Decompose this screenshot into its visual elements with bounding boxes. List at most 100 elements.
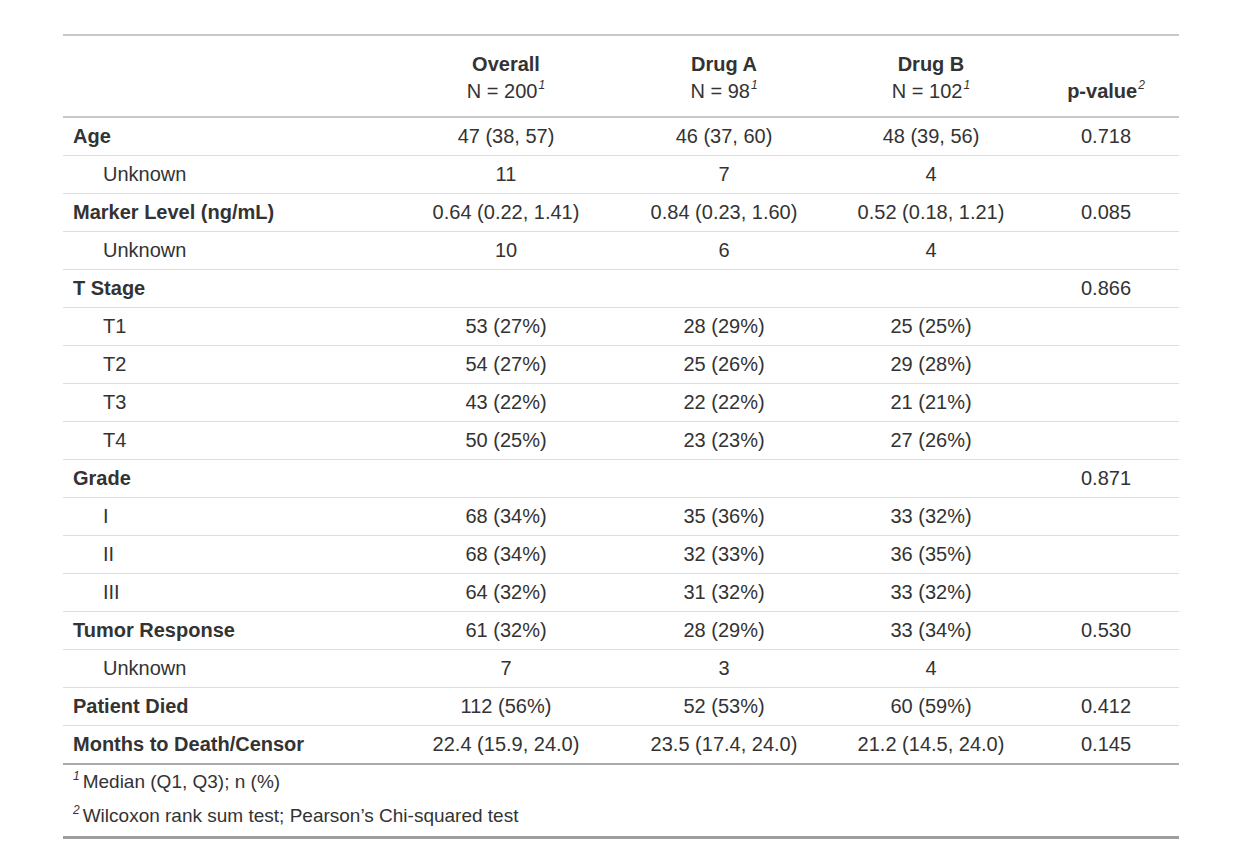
column-title: p-value	[1067, 80, 1137, 102]
column-n-text: N = 200	[467, 80, 538, 102]
cell: 22.4 (15.9, 24.0)	[393, 726, 619, 765]
row-label: Marker Level (ng/mL)	[63, 194, 393, 232]
table-row: Patient Died112 (56%)52 (53%)60 (59%)0.4…	[63, 688, 1179, 726]
table-row: II68 (34%)32 (33%)36 (35%)	[63, 536, 1179, 574]
cell: 0.84 (0.23, 1.60)	[619, 194, 829, 232]
footnote-marker: 2	[73, 803, 80, 817]
table-row: T343 (22%)22 (22%)21 (21%)	[63, 384, 1179, 422]
cell	[1033, 156, 1179, 194]
footnote-marker: 2	[1138, 78, 1145, 92]
cell: 23 (23%)	[619, 422, 829, 460]
column-n-text: N = 102	[892, 80, 963, 102]
cell: 0.718	[1033, 117, 1179, 156]
cell	[829, 460, 1033, 498]
cell: 23.5 (17.4, 24.0)	[619, 726, 829, 765]
footnote-marker: 1	[538, 78, 545, 92]
column-header-p-value: p-value2	[1033, 35, 1179, 117]
table-row: Unknown1064	[63, 232, 1179, 270]
footnote-row: 1Median (Q1, Q3); n (%)	[63, 764, 1179, 799]
cell: 7	[619, 156, 829, 194]
row-label: T Stage	[63, 270, 393, 308]
cell: 6	[619, 232, 829, 270]
cell: 0.412	[1033, 688, 1179, 726]
table-row: Months to Death/Censor22.4 (15.9, 24.0)2…	[63, 726, 1179, 765]
cell: 33 (34%)	[829, 612, 1033, 650]
cell: 29 (28%)	[829, 346, 1033, 384]
cell: 46 (37, 60)	[619, 117, 829, 156]
cell: 112 (56%)	[393, 688, 619, 726]
cell: 47 (38, 57)	[393, 117, 619, 156]
row-label: T2	[63, 346, 393, 384]
cell: 54 (27%)	[393, 346, 619, 384]
cell: 7	[393, 650, 619, 688]
cell: 61 (32%)	[393, 612, 619, 650]
cell: 3	[619, 650, 829, 688]
table-row: T Stage 0.866	[63, 270, 1179, 308]
cell: 50 (25%)	[393, 422, 619, 460]
cell	[619, 460, 829, 498]
table-row: T450 (25%)23 (23%)27 (26%)	[63, 422, 1179, 460]
cell: 27 (26%)	[829, 422, 1033, 460]
cell: 0.866	[1033, 270, 1179, 308]
row-label: I	[63, 498, 393, 536]
table-row: Unknown734	[63, 650, 1179, 688]
cell: 36 (35%)	[829, 536, 1033, 574]
footnote: 1Median (Q1, Q3); n (%)	[63, 764, 1179, 799]
cell: 4	[829, 232, 1033, 270]
row-label: Age	[63, 117, 393, 156]
row-label: Months to Death/Censor	[63, 726, 393, 765]
cell	[829, 270, 1033, 308]
column-header-drug-a: Drug AN = 981	[619, 35, 829, 117]
table-row: Age47 (38, 57)46 (37, 60)48 (39, 56)0.71…	[63, 117, 1179, 156]
table-footnotes: 1Median (Q1, Q3); n (%)2Wilcoxon rank su…	[63, 764, 1179, 838]
cell: 0.64 (0.22, 1.41)	[393, 194, 619, 232]
cell: 64 (32%)	[393, 574, 619, 612]
cell: 53 (27%)	[393, 308, 619, 346]
row-label: T3	[63, 384, 393, 422]
footnote: 2Wilcoxon rank sum test; Pearson’s Chi-s…	[63, 799, 1179, 838]
column-header-overall: OverallN = 2001	[393, 35, 619, 117]
column-n: N = 2001	[401, 78, 611, 105]
footnote-row: 2Wilcoxon rank sum test; Pearson’s Chi-s…	[63, 799, 1179, 838]
cell: 68 (34%)	[393, 536, 619, 574]
cell: 21 (21%)	[829, 384, 1033, 422]
cell: 60 (59%)	[829, 688, 1033, 726]
cell	[1033, 650, 1179, 688]
row-label: Unknown	[63, 650, 393, 688]
cell	[1033, 384, 1179, 422]
cell: 0.145	[1033, 726, 1179, 765]
column-n: N = 1021	[837, 78, 1025, 105]
cell: 33 (32%)	[829, 498, 1033, 536]
cell: 10	[393, 232, 619, 270]
table-row: Grade0.871	[63, 460, 1179, 498]
cell	[393, 270, 619, 308]
table-row: T153 (27%)28 (29%)25 (25%)	[63, 308, 1179, 346]
row-label: Unknown	[63, 156, 393, 194]
table-body: Age47 (38, 57)46 (37, 60)48 (39, 56)0.71…	[63, 117, 1179, 764]
row-label: Unknown	[63, 232, 393, 270]
table-row: Tumor Response61 (32%)28 (29%)33 (34%)0.…	[63, 612, 1179, 650]
row-label: Tumor Response	[63, 612, 393, 650]
cell: 28 (29%)	[619, 308, 829, 346]
row-label: Patient Died	[63, 688, 393, 726]
footnote-marker: 1	[751, 78, 758, 92]
cell: 31 (32%)	[619, 574, 829, 612]
row-label: III	[63, 574, 393, 612]
cell: 22 (22%)	[619, 384, 829, 422]
summary-table-container: OverallN = 2001Drug AN = 981Drug BN = 10…	[63, 34, 1179, 839]
column-title: Drug A	[627, 51, 821, 78]
column-header-stub	[63, 35, 393, 117]
row-label: T4	[63, 422, 393, 460]
cell	[1033, 422, 1179, 460]
cell: 21.2 (14.5, 24.0)	[829, 726, 1033, 765]
table-row: III64 (32%)31 (32%)33 (32%)	[63, 574, 1179, 612]
table-header: OverallN = 2001Drug AN = 981Drug BN = 10…	[63, 35, 1179, 117]
footnote-text: Wilcoxon rank sum test; Pearson’s Chi-sq…	[83, 805, 519, 826]
cell	[619, 270, 829, 308]
footnote-marker: 1	[963, 78, 970, 92]
cell	[1033, 498, 1179, 536]
cell: 25 (25%)	[829, 308, 1033, 346]
cell: 35 (36%)	[619, 498, 829, 536]
cell	[1033, 346, 1179, 384]
summary-table: OverallN = 2001Drug AN = 981Drug BN = 10…	[63, 34, 1179, 839]
